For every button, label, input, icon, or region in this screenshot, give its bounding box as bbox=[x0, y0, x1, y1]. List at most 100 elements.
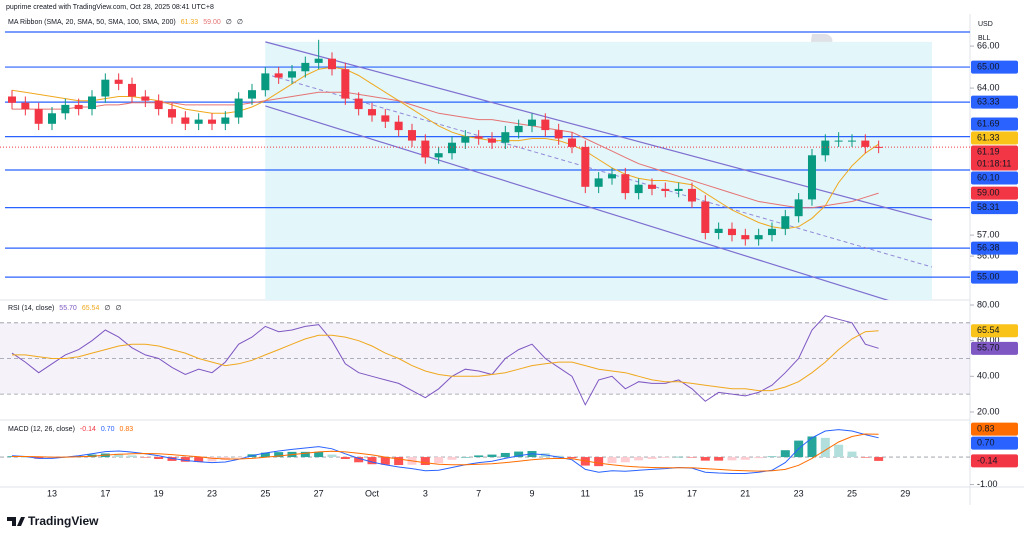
price-tag-label: 59.00 bbox=[977, 187, 1000, 197]
candle-body bbox=[474, 136, 483, 139]
candle-body bbox=[714, 228, 723, 234]
x-tick-label: 13 bbox=[47, 488, 57, 498]
legend-value: 55.70 bbox=[59, 305, 77, 312]
logo-text: TradingView bbox=[28, 514, 99, 528]
credit: puprime created with TradingView.com, Oc… bbox=[6, 4, 214, 11]
candle-body bbox=[541, 119, 550, 131]
y-tick-label: 64.00 bbox=[977, 82, 1000, 92]
candle-body bbox=[527, 119, 536, 126]
price-tag-label: 61.33 bbox=[977, 132, 1000, 142]
candle-body bbox=[834, 140, 843, 142]
legend-value: ∅ bbox=[104, 305, 110, 312]
x-tick-label: 17 bbox=[100, 488, 110, 498]
legend: MACD (12, 26, close) -0.14 0.70 0.83 bbox=[8, 426, 133, 433]
x-tick-label: 27 bbox=[314, 488, 324, 498]
candle-body bbox=[461, 136, 470, 143]
candle-body bbox=[354, 98, 363, 110]
x-tick-label: 11 bbox=[581, 488, 590, 498]
histogram-bar bbox=[127, 455, 137, 458]
histogram-bar bbox=[860, 457, 870, 458]
price-tag-label: 58.31 bbox=[977, 202, 1000, 212]
histogram-bar bbox=[634, 457, 644, 461]
y-tick-label: 56.00 bbox=[977, 250, 1000, 260]
candle-body bbox=[247, 90, 256, 99]
candle-body bbox=[34, 109, 43, 124]
x-tick-label: 19 bbox=[154, 488, 164, 498]
candle-body bbox=[807, 155, 816, 200]
x-tick-label: 23 bbox=[794, 488, 804, 498]
histogram-bar bbox=[834, 444, 844, 458]
histogram-bar bbox=[874, 457, 884, 461]
histogram-bar bbox=[354, 457, 364, 463]
price-tag bbox=[971, 131, 1018, 145]
histogram-bar bbox=[714, 457, 724, 461]
histogram-bar bbox=[460, 457, 470, 458]
price-tag-label: 65.54 bbox=[977, 325, 1000, 335]
y-tick-label: 57.00 bbox=[977, 229, 1000, 239]
candle-body bbox=[167, 109, 176, 118]
y-tick-label: 60.00 bbox=[977, 335, 1000, 345]
price-tag-label: 61.19 bbox=[977, 146, 1000, 156]
x-tick-label: 9 bbox=[529, 488, 534, 498]
histogram-bar bbox=[234, 457, 244, 458]
candle-body bbox=[21, 102, 30, 110]
histogram-bar bbox=[47, 457, 57, 459]
histogram-bar bbox=[727, 457, 737, 461]
channel-upper bbox=[265, 41, 933, 221]
candle-body bbox=[554, 130, 563, 139]
price-tag bbox=[971, 436, 1018, 450]
histogram-bar bbox=[327, 454, 337, 458]
histogram-bar bbox=[767, 456, 777, 458]
histogram-bar bbox=[367, 457, 377, 465]
histogram-bar bbox=[647, 457, 657, 459]
candle-body bbox=[607, 174, 616, 179]
histogram-bar bbox=[394, 457, 404, 466]
candle-body bbox=[141, 96, 150, 101]
price-tag-label: -0.14 bbox=[977, 455, 998, 465]
histogram-bar bbox=[567, 457, 577, 459]
candle-body bbox=[74, 104, 83, 110]
price-tag-label: 0.70 bbox=[977, 437, 995, 447]
candle-body bbox=[581, 146, 590, 187]
candle-body bbox=[767, 228, 776, 236]
histogram-bar bbox=[274, 452, 284, 458]
price-tag-label: 61.69 bbox=[977, 118, 1000, 128]
candle-body bbox=[381, 115, 390, 122]
candle-body bbox=[101, 79, 110, 97]
histogram-bar bbox=[487, 454, 497, 458]
price-tag bbox=[971, 241, 1018, 255]
y-tick-label: 80.00 bbox=[977, 299, 1000, 309]
legend: RSI (14, close) 55.70 65.54 ∅ ∅ bbox=[8, 305, 122, 312]
legend-title: RSI (14, close) bbox=[8, 305, 54, 312]
histogram-bar bbox=[180, 457, 190, 462]
histogram-bar bbox=[607, 457, 617, 464]
price-tag bbox=[971, 201, 1018, 215]
price-tag-label: 63.33 bbox=[977, 97, 1000, 107]
indicator-line bbox=[11, 315, 879, 406]
candle-body bbox=[194, 119, 203, 124]
histogram-bar bbox=[807, 436, 817, 458]
x-tick-label: 21 bbox=[740, 488, 750, 498]
histogram-bar bbox=[260, 452, 270, 458]
histogram-bar bbox=[474, 455, 484, 458]
histogram-bar bbox=[660, 457, 670, 458]
price-tag-label: 60.10 bbox=[977, 172, 1000, 182]
candle-body bbox=[274, 73, 283, 78]
pane bbox=[0, 31, 970, 300]
price-tag bbox=[971, 454, 1018, 468]
candle-body bbox=[407, 130, 416, 141]
candle-body bbox=[781, 216, 790, 229]
candle-body bbox=[514, 125, 523, 133]
price-tag bbox=[971, 145, 1018, 171]
candle-body bbox=[221, 117, 230, 124]
candle-body bbox=[701, 201, 710, 234]
price-tag-label: 65.00 bbox=[977, 61, 1000, 71]
channel-mid bbox=[265, 73, 933, 268]
price-tag bbox=[971, 324, 1018, 338]
currency: USD bbox=[978, 21, 993, 28]
histogram-bar bbox=[554, 455, 564, 458]
indicator-line bbox=[12, 433, 879, 472]
x-tick-label: 29 bbox=[900, 488, 910, 498]
